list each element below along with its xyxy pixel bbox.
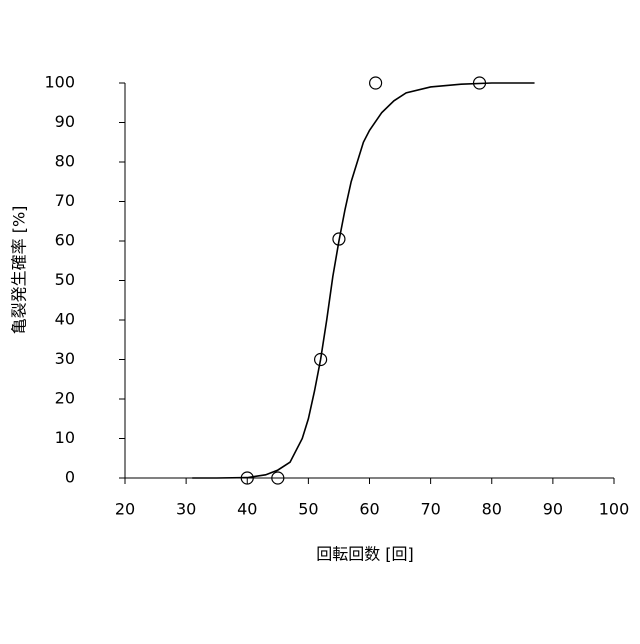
data-point [370,77,382,89]
x-tick-label: 80 [482,500,502,519]
x-tick-label: 70 [420,500,440,519]
y-tick-label: 20 [55,389,75,408]
y-tick-label: 80 [55,152,75,171]
y-tick-label: 60 [55,231,75,250]
y-tick-label: 90 [55,112,75,131]
x-tick-label: 50 [298,500,318,519]
x-tick-label: 20 [115,500,135,519]
y-tick-label: 40 [55,310,75,329]
y-tick-label: 100 [44,73,75,92]
y-tick-label: 0 [65,468,75,487]
fit-curve [192,83,534,478]
x-tick-label: 100 [599,500,630,519]
x-tick-label: 30 [176,500,196,519]
y-tick-label: 50 [55,270,75,289]
y-tick-label: 30 [55,349,75,368]
x-axis-label: 回転回数 [回] [316,545,414,564]
x-tick-label: 60 [359,500,379,519]
y-axis-label: 亀裂発生確率 [%] [10,206,29,335]
x-tick-label: 40 [237,500,257,519]
chart: 回転回数 [回] 亀裂発生確率 [%] 0 10 20 30 40 50 60 70 80 90 1… [0,0,640,640]
x-tick-label: 90 [543,500,563,519]
y-tick-label: 10 [55,428,75,447]
y-tick-label: 70 [55,191,75,210]
